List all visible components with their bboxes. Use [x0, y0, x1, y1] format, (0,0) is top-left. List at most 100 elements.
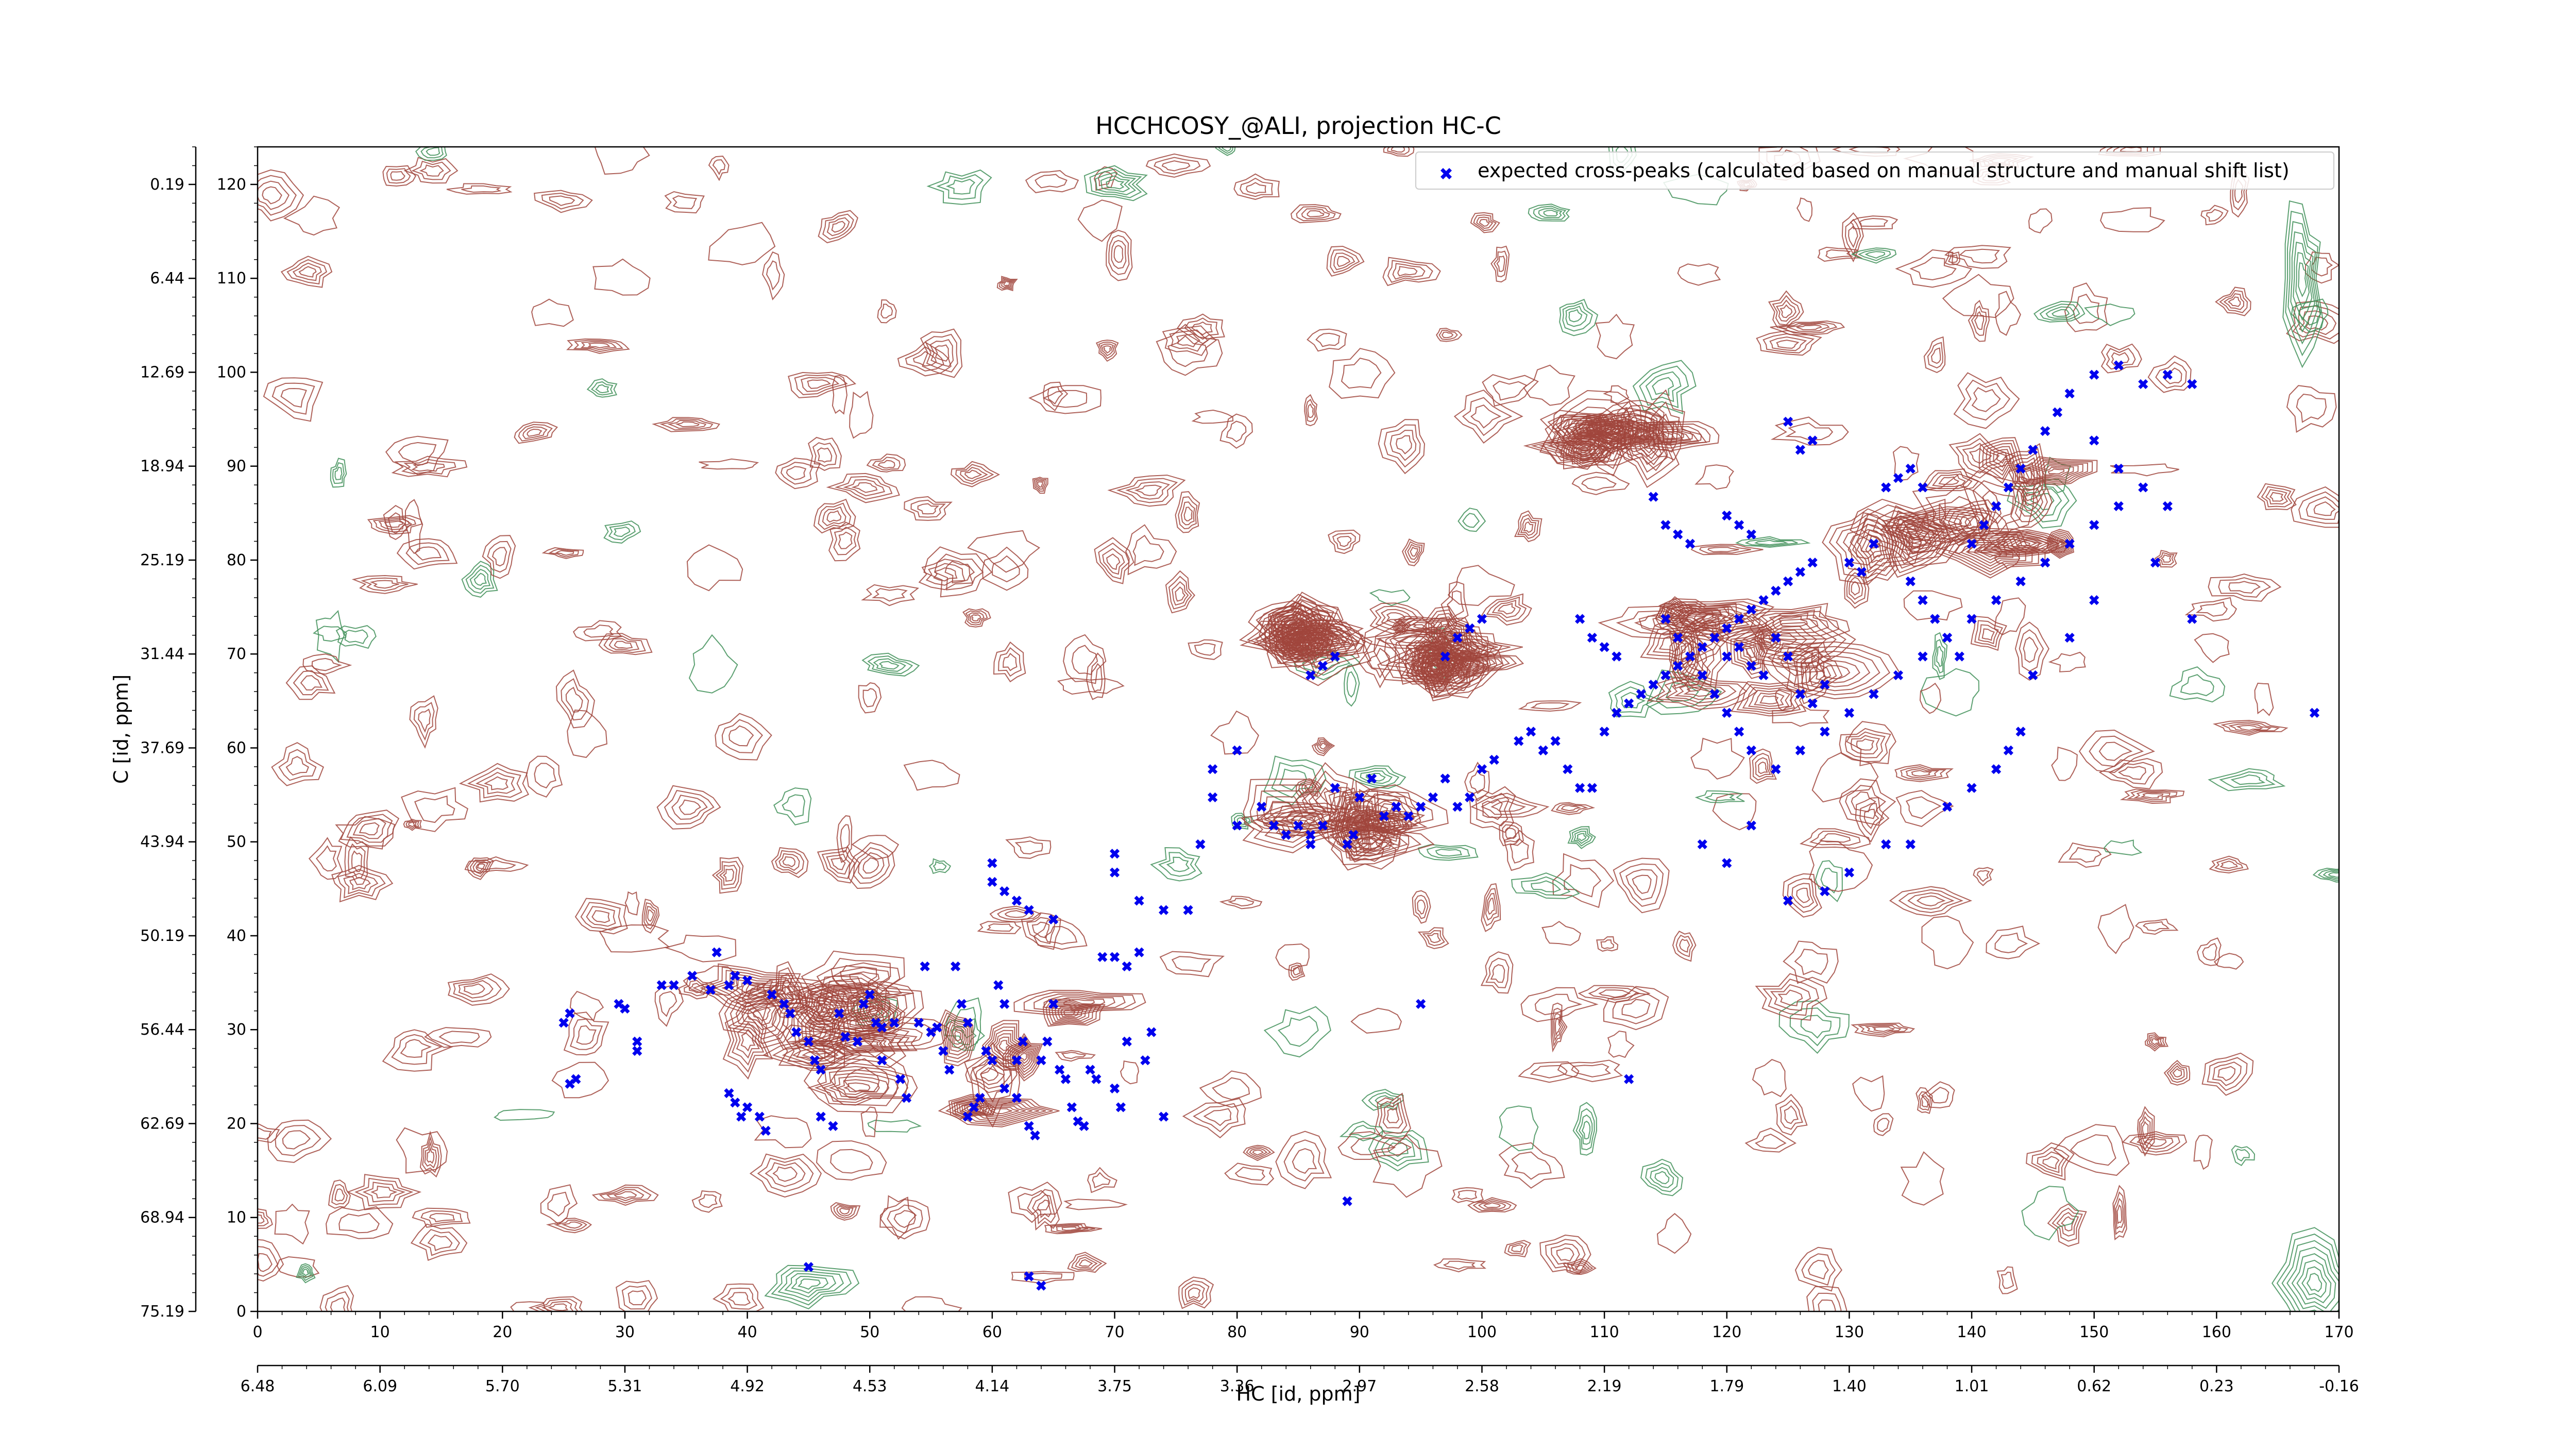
cross-peak-point: [2064, 389, 2075, 399]
cross-peak-point: [999, 999, 1010, 1009]
contour-line: [2306, 1273, 2323, 1292]
contour-line: [1690, 737, 1745, 780]
contour-line: [2009, 538, 2043, 549]
contour-line: [1538, 429, 1619, 459]
contour-line: [1307, 403, 1314, 418]
cross-peak-point: [1440, 773, 1450, 784]
cross-peak-point: [1342, 1196, 1352, 1206]
contour-line: [1860, 529, 1889, 569]
cross-peak-point: [1183, 905, 1193, 915]
contour-line: [872, 457, 901, 471]
cross-peak-point: [1195, 839, 1206, 850]
contour-line: [1620, 405, 1664, 465]
contour-line: [1565, 415, 1648, 446]
contour-line: [1426, 846, 1470, 859]
contour-line: [262, 186, 282, 205]
contour-line: [2184, 597, 2238, 622]
contour-line: [851, 835, 900, 860]
cross-peak-point: [1379, 811, 1389, 821]
y-secondary-tick-label: 43.94: [140, 833, 184, 851]
contour-line: [1645, 1162, 1679, 1192]
contour-line: [258, 1253, 273, 1272]
contour-line: [608, 523, 636, 541]
contour-line: [1490, 964, 1505, 983]
x-tick-label: 50: [860, 1323, 879, 1341]
contour-line: [1865, 535, 1886, 564]
contour-line: [1113, 245, 1124, 263]
contour-line: [534, 763, 556, 789]
cross-peak-point: [999, 886, 1010, 897]
contour-line: [2146, 1034, 2166, 1050]
contour-line: [1699, 545, 1751, 554]
contour-line: [396, 538, 458, 570]
contour-line: [1485, 957, 1510, 988]
contour-line: [1055, 1050, 1096, 1062]
contour-line: [282, 1130, 311, 1150]
cross-peak-point: [962, 1018, 973, 1028]
contour-line: [411, 462, 445, 472]
contour-line: [1936, 646, 1944, 667]
cross-peak-point: [913, 1018, 924, 1028]
cross-peak-point: [1024, 1271, 1034, 1282]
contour-line: [1895, 249, 1973, 288]
contour-line: [1844, 218, 1861, 256]
contour-line: [541, 1301, 574, 1311]
contour-line: [1898, 889, 1963, 914]
contour-line: [378, 518, 410, 530]
contour-line: [1503, 830, 1535, 871]
contour-line: [684, 980, 712, 997]
contour-line: [946, 178, 976, 195]
contour-line: [1844, 731, 1886, 759]
contour-line: [1042, 381, 1069, 412]
contour-line: [1749, 748, 1777, 784]
contour-line: [672, 195, 698, 209]
contour-line: [1888, 505, 1952, 578]
contour-line: [1481, 883, 1501, 932]
contour-line: [1846, 721, 1896, 767]
contour-line: [1275, 1131, 1332, 1189]
cross-peak-point: [1881, 482, 1891, 493]
contour-line: [996, 1036, 1014, 1055]
contour-line: [933, 567, 958, 582]
contour-line: [2139, 1110, 2153, 1151]
contour-line: [1222, 147, 1231, 152]
contour-line: [1289, 815, 1316, 825]
contour-line: [839, 1207, 851, 1215]
contour-line: [1307, 210, 1325, 217]
cross-peak-point: [1918, 651, 1928, 662]
contour-line: [1612, 992, 1660, 1024]
contour-line: [1470, 405, 1502, 429]
cross-peak-point: [791, 1027, 802, 1037]
contour-line: [1550, 1002, 1568, 1053]
contour-line: [1603, 986, 1669, 1031]
y-tick-label: 10: [227, 1209, 246, 1227]
contour-line: [1199, 1070, 1262, 1108]
contour-line: [1982, 531, 2066, 556]
cross-peak-point: [1722, 511, 1732, 521]
contour-line: [325, 1206, 394, 1239]
contour-line: [1604, 426, 1636, 437]
cross-peak-point: [1477, 764, 1487, 774]
contour-line: [1534, 993, 1583, 1016]
contour-line: [574, 898, 628, 935]
contour-line: [1778, 1000, 1850, 1054]
contour-line: [1561, 805, 1582, 812]
contour-line: [1960, 541, 2020, 567]
contour-line: [993, 1033, 1018, 1058]
cross-peak-point: [1783, 576, 1793, 586]
contour-line: [2116, 1204, 2123, 1224]
contour-line: [2069, 847, 2102, 863]
contour-line: [1067, 1252, 1107, 1273]
cross-peak-point: [1526, 727, 1536, 737]
contour-line: [1175, 491, 1200, 533]
contour-line: [1632, 360, 1697, 414]
contour-line: [592, 258, 651, 296]
contour-line: [387, 512, 406, 534]
contour-line: [283, 195, 340, 236]
cross-peak-point: [2003, 745, 2013, 755]
contour-line: [1083, 165, 1148, 201]
contour-line: [590, 381, 614, 396]
y-tick-label: 70: [227, 645, 246, 663]
contour-line: [1574, 1265, 1587, 1271]
cross-peak-point: [956, 999, 967, 1009]
